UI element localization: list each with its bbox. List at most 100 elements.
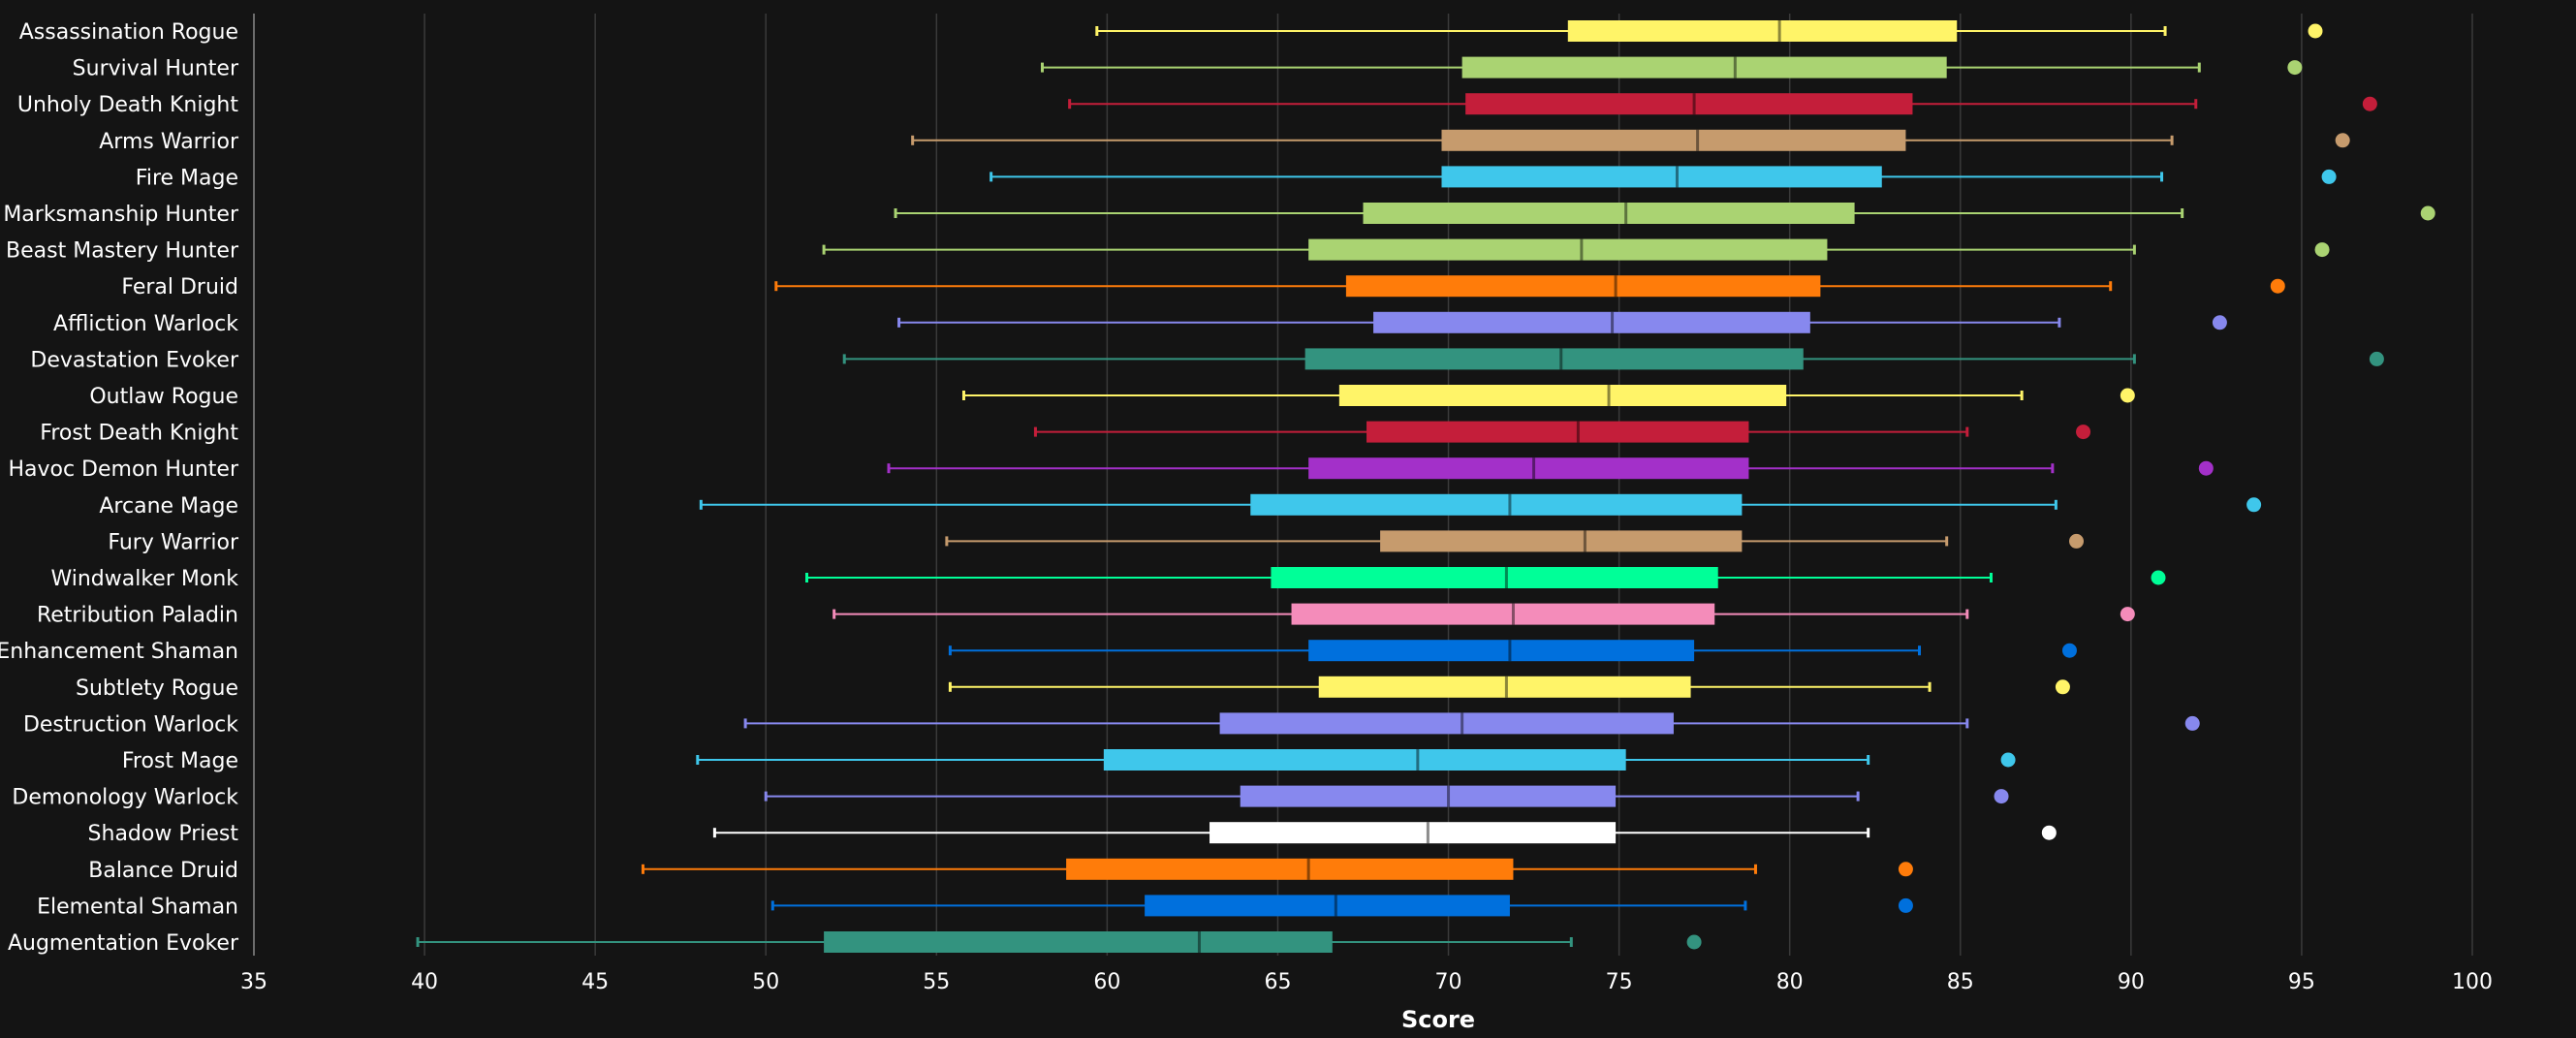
iqr-box: [824, 931, 1333, 953]
box-row: [948, 676, 2070, 698]
iqr-box: [1103, 749, 1626, 771]
category-label: Affliction Warlock: [53, 312, 238, 336]
iqr-box: [1209, 822, 1617, 844]
iqr-box: [1308, 238, 1828, 261]
outlier-point: [2198, 460, 2214, 476]
x-tick-label: 70: [1435, 970, 1462, 994]
iqr-box: [1308, 640, 1695, 662]
iqr-box: [1373, 311, 1810, 333]
box-row: [1033, 421, 2091, 443]
iqr-box: [1380, 530, 1743, 552]
box-row: [416, 931, 1702, 953]
grid-lines: [253, 14, 2473, 956]
box-row: [1095, 20, 2323, 42]
x-tick-label: 40: [411, 970, 438, 994]
x-tick-label: 45: [581, 970, 609, 994]
iqr-box: [1250, 493, 1743, 516]
category-label: Arms Warrior: [99, 130, 239, 154]
category-label: Marksmanship Hunter: [3, 203, 239, 227]
category-label: Subtlety Rogue: [76, 676, 238, 701]
x-tick-label: 95: [2288, 970, 2315, 994]
outlier-point: [2314, 242, 2330, 258]
outlier-point: [2321, 169, 2337, 184]
iqr-box: [1291, 603, 1715, 625]
outlier-point: [2061, 643, 2077, 658]
box-row: [696, 749, 2016, 771]
x-tick-label: 50: [752, 970, 779, 994]
iqr-box: [1363, 203, 1855, 224]
outlier-point: [2076, 425, 2091, 440]
outlier-point: [2308, 23, 2323, 39]
outlier-point: [1994, 789, 2009, 804]
category-label: Beast Mastery Hunter: [6, 239, 239, 264]
box-row: [832, 603, 2135, 625]
x-tick-label: 85: [1947, 970, 1974, 994]
category-label: Augmentation Evoker: [8, 931, 239, 956]
box-row: [1040, 56, 2303, 79]
box-row: [1068, 93, 2377, 115]
category-label: Demonology Warlock: [12, 786, 238, 810]
iqr-box: [1066, 858, 1514, 880]
iqr-box: [1345, 275, 1821, 298]
box-row: [911, 129, 2350, 151]
box-row: [641, 858, 1913, 880]
box-row: [774, 275, 2285, 298]
x-tick-label: 35: [240, 970, 267, 994]
x-tick-label: 90: [2118, 970, 2145, 994]
iqr-box: [1441, 129, 1906, 151]
box-row: [887, 457, 2214, 480]
category-label: Unholy Death Knight: [17, 93, 238, 117]
category-label: Feral Druid: [121, 275, 238, 299]
iqr-box: [1465, 93, 1913, 115]
iqr-box: [1145, 895, 1510, 917]
box-row: [842, 348, 2384, 370]
iqr-box: [1240, 785, 1617, 807]
iqr-box: [1567, 20, 1958, 42]
outlier-point: [2120, 607, 2135, 622]
outlier-point: [2120, 388, 2135, 403]
box-row: [961, 385, 2135, 406]
outlier-point: [2069, 533, 2085, 549]
outlier-point: [2369, 351, 2384, 366]
box-row: [712, 822, 2057, 844]
outlier-point: [2212, 315, 2227, 330]
category-label: Frost Mage: [122, 749, 238, 773]
box-row: [822, 238, 2330, 261]
outlier-point: [1898, 862, 1913, 877]
outlier-point: [2246, 497, 2262, 513]
category-label: Destruction Warlock: [23, 712, 238, 737]
outlier-point: [2000, 752, 2016, 768]
category-label: Retribution Paladin: [37, 604, 238, 628]
outlier-point: [2362, 96, 2377, 111]
category-label: Survival Hunter: [73, 57, 239, 81]
outlier-point: [2420, 205, 2435, 221]
category-label: Devastation Evoker: [30, 348, 239, 372]
outlier-point: [2041, 825, 2057, 840]
iqr-box: [1318, 676, 1691, 698]
iqr-box: [1461, 56, 1947, 79]
iqr-box: [1271, 567, 1718, 588]
x-tick-label: 80: [1776, 970, 1804, 994]
box-row: [764, 785, 2009, 807]
box-series: [416, 20, 2435, 953]
category-label: Frost Death Knight: [40, 422, 238, 446]
x-axis-ticks: 35 40 45 50 55 60 65 70 75 80 85 90 95 100: [240, 970, 2493, 994]
box-row: [770, 895, 1913, 917]
outlier-point: [2287, 60, 2303, 76]
category-label: Outlaw Rogue: [89, 385, 238, 409]
outlier-point: [2055, 679, 2070, 695]
category-label: Elemental Shaman: [37, 895, 238, 919]
iqr-box: [1219, 712, 1674, 735]
outlier-point: [1686, 934, 1702, 950]
category-label: Fire Mage: [136, 166, 238, 190]
outlier-point: [2335, 133, 2350, 148]
outlier-point: [2184, 715, 2200, 731]
category-label: Enhancement Shaman: [0, 640, 238, 664]
category-label: Windwalker Monk: [50, 567, 238, 591]
x-axis-title: Score: [1401, 1006, 1475, 1033]
x-tick-label: 100: [2452, 970, 2493, 994]
outlier-point: [2151, 570, 2166, 585]
iqr-box: [1304, 348, 1804, 370]
